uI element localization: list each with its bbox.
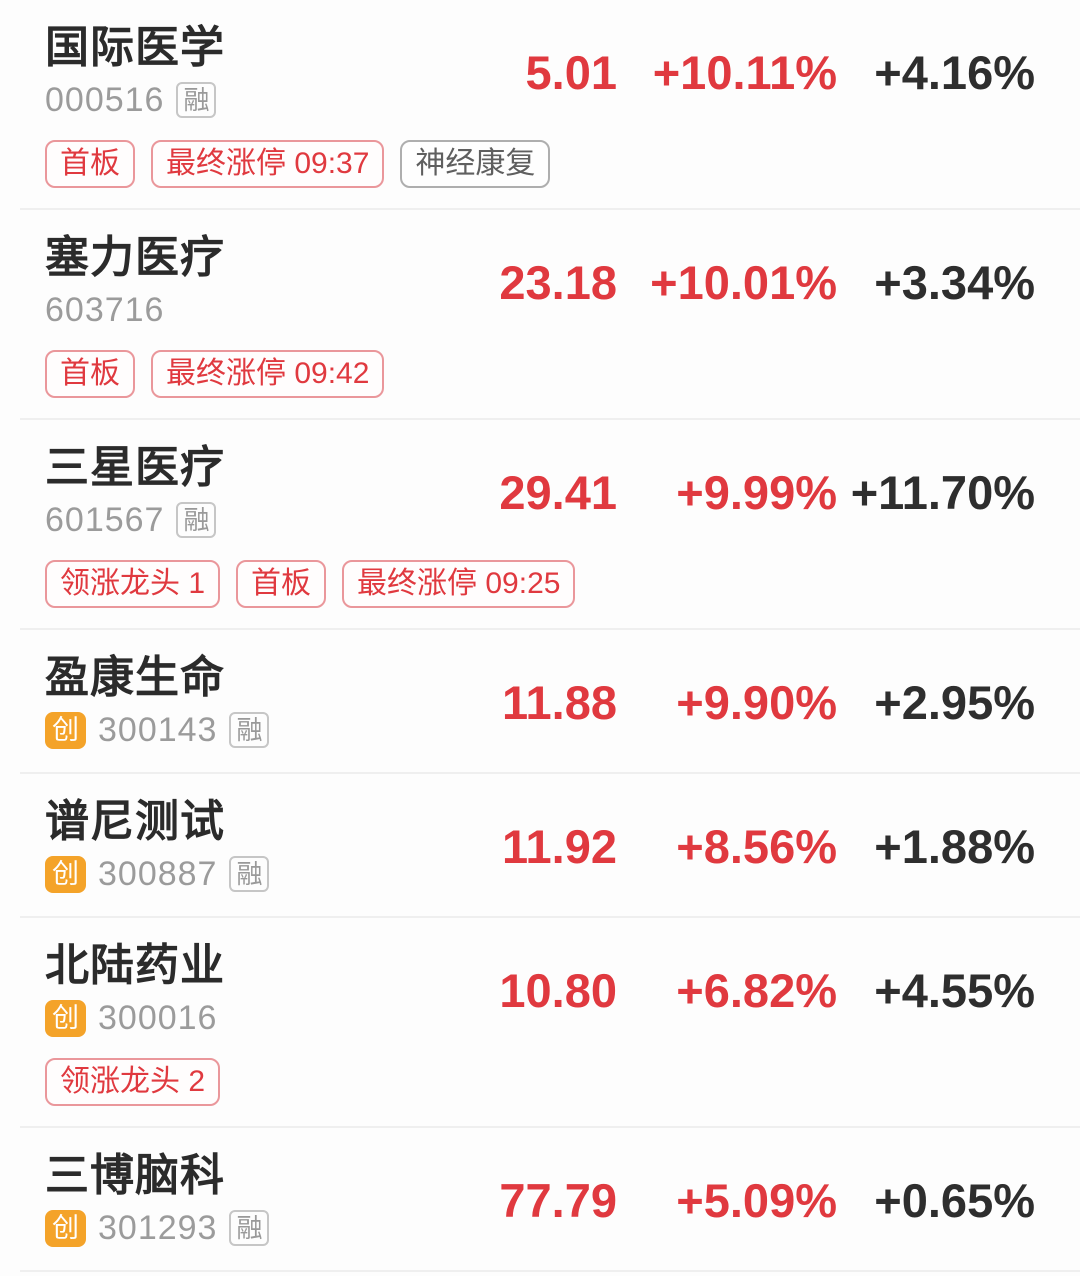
stock-identity: 塞力医疗 603716	[45, 232, 467, 332]
stock-identity: 北陆药业 创 300016	[45, 940, 467, 1040]
stock-change-percent: +9.99%	[676, 465, 837, 519]
stock-tag: 最终涨停 09:42	[151, 350, 385, 398]
stock-name: 谱尼测试	[45, 797, 225, 846]
stock-change-percent: +5.09%	[676, 1173, 837, 1227]
stock-row[interactable]: 三星医疗 601567 融 29.41 +9.99% +11.70% 领涨龙头 …	[0, 420, 1080, 630]
stock-price: 11.92	[501, 819, 617, 873]
stock-tags: 领涨龙头 2	[45, 1058, 1035, 1106]
margin-trading-badge: 融	[176, 502, 217, 538]
stock-row-main: 谱尼测试 创 300887 融 11.92 +8.56% +1.88%	[45, 796, 1035, 896]
stock-identity: 盈康生命 创 300143 融	[45, 652, 467, 752]
stock-code-line: 000516 融	[45, 78, 467, 122]
stock-name: 北陆药业	[45, 941, 225, 990]
stock-price: 77.79	[499, 1173, 617, 1227]
stock-name: 国际医学	[45, 23, 225, 72]
stock-identity: 三星医疗 601567 融	[45, 442, 467, 542]
margin-trading-badge: 融	[229, 1210, 270, 1246]
stock-change-percent: +9.90%	[676, 675, 837, 729]
stock-name: 盈康生命	[45, 653, 225, 702]
margin-trading-badge: 融	[176, 82, 217, 118]
stock-code: 300887	[98, 854, 218, 893]
stock-secondary-percent: +3.34%	[874, 255, 1035, 309]
stock-price: 5.01	[525, 45, 617, 99]
stock-row[interactable]: 塞力医疗 603716 23.18 +10.01% +3.34% 首板 最终涨停 …	[0, 210, 1080, 420]
stock-change-percent: +8.56%	[676, 819, 837, 873]
chinext-badge: 创	[45, 855, 86, 893]
stock-row[interactable]: 北陆药业 创 300016 10.80 +6.82% +4.55% 领涨龙头 2	[0, 918, 1080, 1128]
stock-name: 三星医疗	[45, 443, 225, 492]
stock-tag: 首板	[45, 140, 135, 188]
stock-tags: 领涨龙头 1 首板 最终涨停 09:25	[45, 560, 1035, 608]
stock-tag: 最终涨停 09:25	[342, 560, 576, 608]
stock-secondary-percent: +1.88%	[874, 819, 1035, 873]
stock-code: 601567	[45, 500, 165, 539]
margin-trading-badge: 融	[229, 712, 270, 748]
stock-tag: 首板	[45, 350, 135, 398]
stock-identity: 三博脑科 创 301293 融	[45, 1150, 467, 1250]
stock-row-main: 塞力医疗 603716 23.18 +10.01% +3.34%	[45, 232, 1035, 332]
stock-row[interactable]: 国际医学 000516 融 5.01 +10.11% +4.16% 首板 最终涨停…	[0, 0, 1080, 210]
stock-price: 10.80	[499, 963, 617, 1017]
stock-code: 603716	[45, 290, 165, 329]
stock-tag: 神经康复	[400, 140, 551, 188]
stock-change-percent: +10.01%	[650, 255, 837, 309]
stock-row-main: 国际医学 000516 融 5.01 +10.11% +4.16%	[45, 22, 1035, 122]
stock-code-line: 创 300016	[45, 996, 467, 1040]
stock-code: 300143	[98, 710, 218, 749]
stock-tag: 领涨龙头 2	[45, 1058, 221, 1106]
stock-row[interactable]: 谱尼测试 创 300887 融 11.92 +8.56% +1.88%	[0, 774, 1080, 918]
stock-name: 塞力医疗	[45, 233, 225, 282]
stock-secondary-percent: +2.95%	[874, 675, 1035, 729]
stock-change-percent: +10.11%	[652, 45, 837, 99]
stock-identity: 谱尼测试 创 300887 融	[45, 796, 467, 896]
chinext-badge: 创	[45, 999, 86, 1037]
stock-tag: 首板	[236, 560, 327, 608]
stock-row-main: 盈康生命 创 300143 融 11.88 +9.90% +2.95%	[45, 652, 1035, 752]
stock-name: 三博脑科	[45, 1151, 225, 1200]
stock-code: 300016	[98, 998, 218, 1037]
stock-tag: 领涨龙头 1	[45, 560, 221, 608]
stock-code-line: 603716	[45, 288, 467, 332]
stock-tag: 最终涨停 09:37	[151, 140, 385, 188]
margin-trading-badge: 融	[229, 856, 270, 892]
stock-code-line: 创 300887 融	[45, 852, 467, 896]
stock-code-line: 创 301293 融	[45, 1206, 467, 1250]
stock-secondary-percent: +0.65%	[874, 1173, 1035, 1227]
stock-code: 301293	[98, 1208, 218, 1247]
stock-secondary-percent: +11.70%	[850, 465, 1035, 519]
stock-secondary-percent: +4.16%	[874, 45, 1035, 99]
stock-tags: 首板 最终涨停 09:42	[45, 350, 1035, 398]
chinext-badge: 创	[45, 1209, 86, 1247]
stock-code: 000516	[45, 80, 165, 119]
stock-change-percent: +6.82%	[676, 963, 837, 1017]
stock-price: 23.18	[499, 255, 617, 309]
stock-row[interactable]: 盈康生命 创 300143 融 11.88 +9.90% +2.95%	[0, 630, 1080, 774]
stock-price: 11.88	[501, 675, 617, 729]
stock-code-line: 创 300143 融	[45, 708, 467, 752]
chinext-badge: 创	[45, 711, 86, 749]
stock-row-main: 三博脑科 创 301293 融 77.79 +5.09% +0.65%	[45, 1150, 1035, 1250]
stock-row-main: 北陆药业 创 300016 10.80 +6.82% +4.55%	[45, 940, 1035, 1040]
stock-row[interactable]: 三博脑科 创 301293 融 77.79 +5.09% +0.65%	[0, 1128, 1080, 1272]
stock-code-line: 601567 融	[45, 498, 467, 542]
stock-tags: 首板 最终涨停 09:37 神经康复	[45, 140, 1035, 188]
stock-secondary-percent: +4.55%	[874, 963, 1035, 1017]
stock-row-main: 三星医疗 601567 融 29.41 +9.99% +11.70%	[45, 442, 1035, 542]
stock-price: 29.41	[499, 465, 617, 519]
stock-identity: 国际医学 000516 融	[45, 22, 467, 122]
